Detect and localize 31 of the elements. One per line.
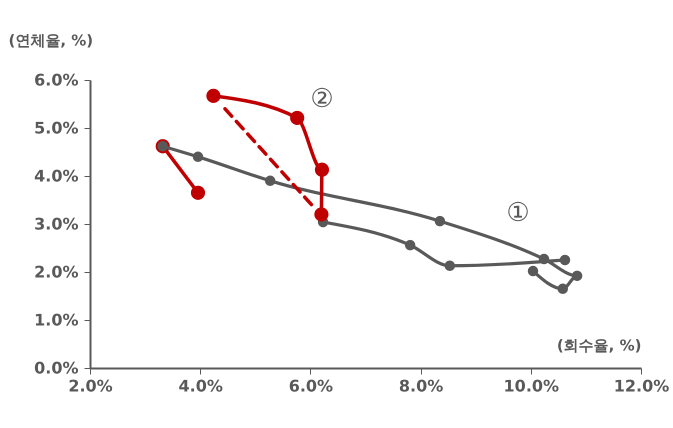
point [560,254,570,266]
point [192,152,204,162]
y-tick-label: 4.0% [34,166,78,186]
x-tick-label: 4.0% [178,376,223,396]
x-tick-label: 12.0% [614,376,670,396]
y-tick-label: 3.0% [34,214,78,234]
y-tick-label: 5.0% [34,118,78,138]
x-tick-label: 10.0% [504,376,560,396]
y-tick-label: 2.0% [34,262,78,282]
y-tick-label: 0.0% [34,358,78,378]
point [190,186,206,200]
point [528,266,538,276]
point [444,260,456,271]
point [264,176,276,186]
point [314,162,330,177]
annotation: ② [310,84,334,114]
x-axis-title: (회수율, %) [556,336,642,354]
point [314,207,328,222]
point [290,110,304,125]
y-tick-label: 6.0% [34,70,78,90]
x-tick-label: 2.0% [68,376,113,396]
point [434,216,446,226]
point [558,284,568,294]
y-tick-label: 1.0% [34,310,78,330]
point [404,240,416,250]
y-axis-title: (연체율, %) [8,32,94,50]
x-tick-label: 8.0% [398,376,444,396]
x-tick-label: 6.0% [288,376,334,396]
annotation: ① [506,198,530,228]
point [572,270,582,282]
point [206,88,220,103]
